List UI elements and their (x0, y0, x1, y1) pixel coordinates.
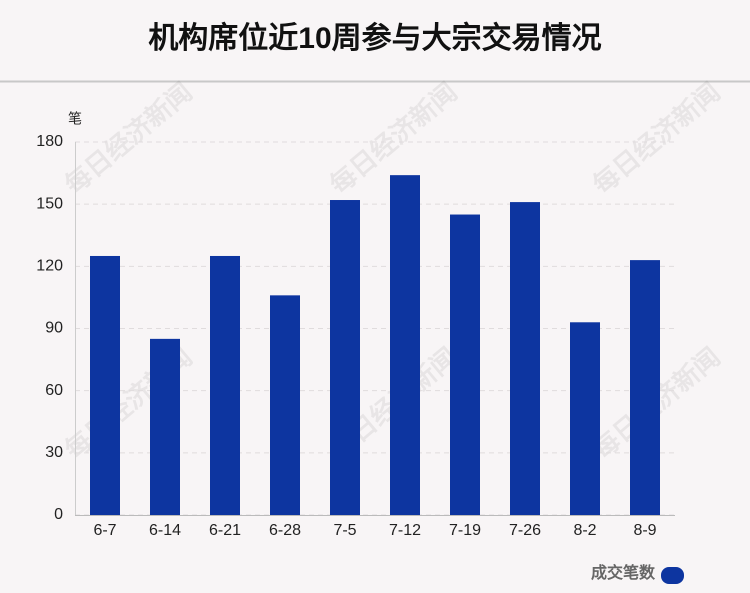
x-tick-label: 6-7 (93, 522, 116, 539)
chart-title: 机构席位近10周参与大宗交易情况 (148, 21, 601, 55)
x-tick-label: 6-14 (149, 522, 181, 539)
bar (510, 202, 540, 515)
bar (630, 260, 660, 515)
legend-label: 成交笔数 (591, 563, 656, 582)
y-tick-label: 180 (36, 133, 63, 150)
x-tick-label: 8-2 (573, 522, 596, 539)
bar (450, 214, 480, 515)
x-tick-label: 6-21 (209, 522, 241, 539)
bar (150, 338, 180, 515)
y-tick-label: 30 (45, 444, 63, 461)
x-tick-label: 8-9 (633, 522, 656, 539)
x-tick-label: 7-19 (449, 522, 481, 539)
y-tick-label: 90 (45, 320, 63, 337)
x-tick-label: 7-5 (333, 522, 356, 539)
bar (330, 200, 360, 515)
x-tick-label: 6-28 (269, 522, 301, 539)
y-tick-label: 150 (36, 195, 63, 212)
y-tick-label: 60 (45, 382, 63, 399)
bar (570, 322, 600, 515)
y-tick-label: 120 (36, 258, 63, 275)
bar (390, 175, 420, 515)
y-axis-unit: 笔 (68, 111, 82, 127)
x-tick-label: 7-26 (509, 522, 541, 539)
legend-swatch (661, 567, 684, 584)
x-tick-label: 7-12 (389, 522, 421, 539)
bar (210, 255, 240, 515)
bar (270, 295, 300, 515)
bar (90, 255, 120, 515)
y-tick-label: 0 (54, 506, 63, 523)
